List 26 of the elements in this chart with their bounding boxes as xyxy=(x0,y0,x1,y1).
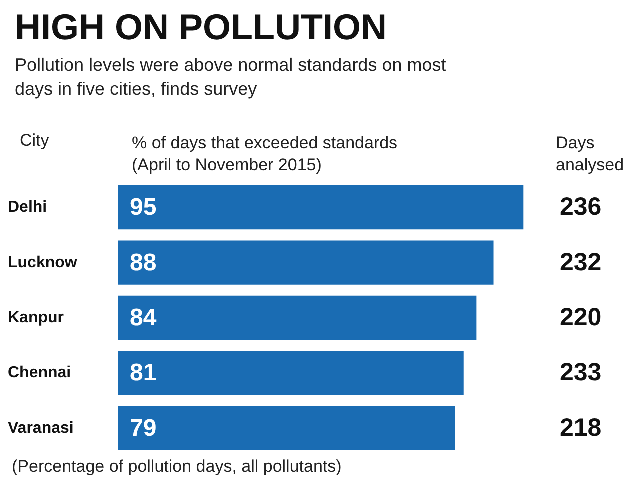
bar xyxy=(118,186,524,230)
y-axis-title: City xyxy=(20,131,50,150)
y-tick-label: Lucknow xyxy=(8,254,78,272)
text: 218 xyxy=(560,414,602,442)
bar xyxy=(118,351,464,396)
text: 233 xyxy=(560,358,602,387)
chart-title: HIGH ON POLLUTION xyxy=(15,6,387,48)
data-label: 88 xyxy=(130,249,157,276)
data-label: 95 xyxy=(130,194,157,222)
data-label: 79 xyxy=(130,414,157,442)
text: (Percentage of pollution days, all pollutants) xyxy=(12,457,342,476)
bar xyxy=(118,240,494,285)
chart-subtitle: Pollution levels were above normal standards on most days in five cities, finds survey xyxy=(15,55,446,99)
x-axis-title: % of days that exceeded standards (April to November 2015) xyxy=(132,134,398,174)
y-tick-label: Delhi xyxy=(8,199,48,216)
text: Days analysed xyxy=(556,134,624,174)
bar xyxy=(118,406,456,450)
y-tick-label: Chennai xyxy=(8,364,72,382)
y-tick-label: Kanpur xyxy=(8,310,64,326)
text: 232 xyxy=(560,248,602,276)
data-label: 81 xyxy=(130,360,157,387)
data-label: 84 xyxy=(130,304,158,332)
text: 220 xyxy=(560,304,602,332)
text: 236 xyxy=(560,193,602,222)
bar xyxy=(118,296,477,340)
y-tick-label: Varanasi xyxy=(8,420,74,437)
